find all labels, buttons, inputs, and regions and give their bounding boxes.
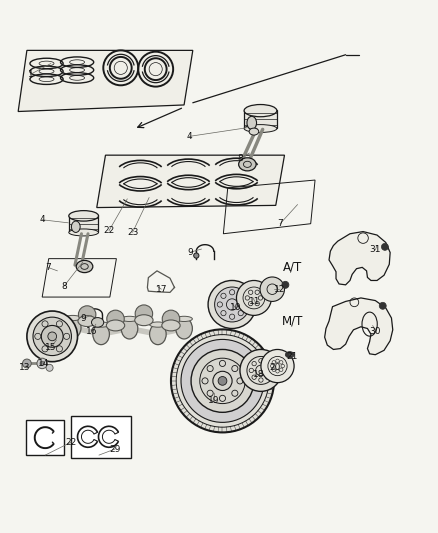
Ellipse shape <box>150 322 166 327</box>
Text: 13: 13 <box>19 364 31 372</box>
Text: 31: 31 <box>370 245 381 254</box>
Text: 4: 4 <box>187 132 192 141</box>
Ellipse shape <box>249 128 259 135</box>
Ellipse shape <box>93 322 110 327</box>
Circle shape <box>84 318 88 322</box>
Circle shape <box>260 277 285 302</box>
Circle shape <box>379 302 386 309</box>
Text: 22: 22 <box>103 226 115 235</box>
Text: 7: 7 <box>45 263 51 272</box>
Text: 16: 16 <box>86 327 97 336</box>
Circle shape <box>218 376 227 385</box>
Text: 15: 15 <box>45 343 57 352</box>
Ellipse shape <box>76 261 93 272</box>
Ellipse shape <box>244 161 251 167</box>
Text: 4: 4 <box>39 215 45 224</box>
Ellipse shape <box>176 318 192 339</box>
Bar <box>69 215 99 232</box>
Ellipse shape <box>135 315 153 326</box>
Text: 9: 9 <box>81 313 87 322</box>
Circle shape <box>381 244 389 251</box>
Text: 30: 30 <box>370 327 381 336</box>
Circle shape <box>27 311 78 362</box>
Text: 17: 17 <box>155 285 167 294</box>
Circle shape <box>46 364 53 372</box>
Bar <box>244 110 277 128</box>
Ellipse shape <box>121 318 138 339</box>
Text: 12: 12 <box>274 285 285 294</box>
Ellipse shape <box>244 125 277 133</box>
Text: 23: 23 <box>127 228 138 237</box>
Circle shape <box>181 340 264 422</box>
Ellipse shape <box>64 316 81 321</box>
Text: 14: 14 <box>38 359 49 368</box>
Ellipse shape <box>239 158 256 171</box>
Ellipse shape <box>244 104 277 117</box>
Ellipse shape <box>106 320 125 331</box>
Circle shape <box>261 350 294 383</box>
Polygon shape <box>325 298 393 354</box>
Text: 29: 29 <box>110 445 121 454</box>
Ellipse shape <box>71 221 80 232</box>
Circle shape <box>33 317 71 356</box>
Ellipse shape <box>150 324 166 345</box>
Circle shape <box>282 281 289 288</box>
Polygon shape <box>329 231 390 285</box>
Circle shape <box>40 361 44 366</box>
Text: 22: 22 <box>66 438 77 447</box>
Text: M/T: M/T <box>282 314 303 328</box>
Ellipse shape <box>69 211 99 221</box>
Ellipse shape <box>93 324 110 345</box>
Text: 8: 8 <box>237 154 243 163</box>
Text: 20: 20 <box>269 364 281 372</box>
Ellipse shape <box>78 316 96 327</box>
Circle shape <box>171 329 274 432</box>
Ellipse shape <box>64 317 81 338</box>
Circle shape <box>237 280 272 316</box>
Text: A/T: A/T <box>283 260 302 273</box>
Circle shape <box>194 253 199 258</box>
Circle shape <box>107 310 124 328</box>
Circle shape <box>215 287 250 322</box>
Ellipse shape <box>176 316 192 321</box>
Circle shape <box>191 350 254 413</box>
Ellipse shape <box>162 320 180 331</box>
Text: 21: 21 <box>286 351 298 360</box>
Polygon shape <box>26 420 64 455</box>
Text: 1: 1 <box>28 70 33 79</box>
Polygon shape <box>71 416 131 458</box>
Text: 9: 9 <box>188 248 194 256</box>
Circle shape <box>135 305 152 322</box>
Circle shape <box>240 350 282 391</box>
Circle shape <box>162 310 180 328</box>
Circle shape <box>41 326 63 348</box>
Ellipse shape <box>247 116 257 130</box>
Circle shape <box>22 359 31 368</box>
Text: 18: 18 <box>254 370 265 379</box>
Ellipse shape <box>69 229 99 236</box>
Ellipse shape <box>121 316 138 321</box>
Circle shape <box>208 280 256 328</box>
Circle shape <box>78 306 96 323</box>
Ellipse shape <box>286 352 294 358</box>
Circle shape <box>48 332 57 341</box>
Text: 7: 7 <box>277 219 283 228</box>
Text: 19: 19 <box>208 397 219 406</box>
Polygon shape <box>18 51 193 111</box>
Text: 11: 11 <box>249 297 261 306</box>
Ellipse shape <box>92 318 104 327</box>
Text: 10: 10 <box>230 303 241 312</box>
Ellipse shape <box>81 264 88 269</box>
Text: 8: 8 <box>61 281 67 290</box>
Polygon shape <box>97 155 285 207</box>
Circle shape <box>37 358 47 369</box>
